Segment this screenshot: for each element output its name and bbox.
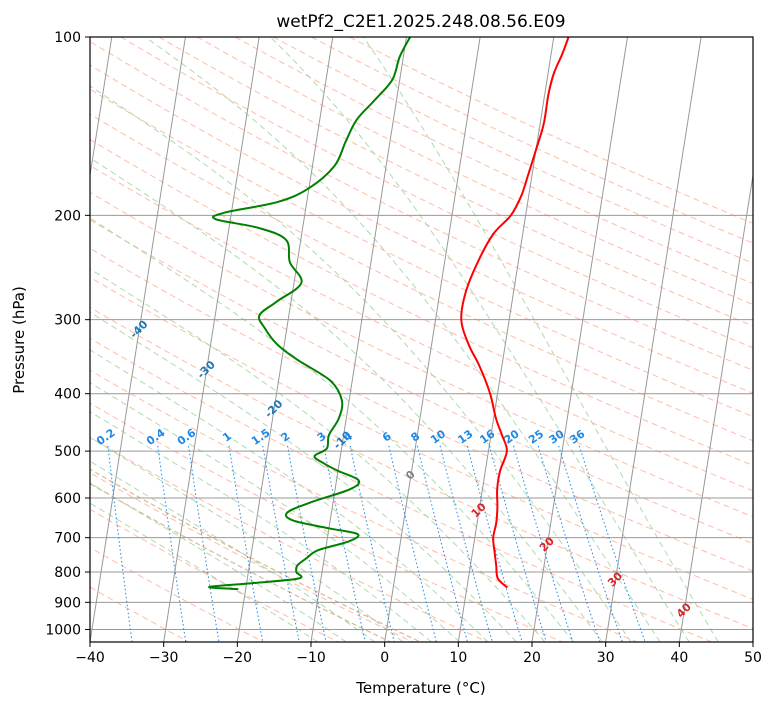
isotherm-line bbox=[310, 37, 407, 642]
mixing-ratio-line bbox=[107, 445, 133, 642]
moist-adiabat-line bbox=[90, 460, 376, 642]
isotherm-line bbox=[90, 37, 113, 179]
dry-adiabat-line bbox=[90, 219, 753, 545]
moist-adiabat-line bbox=[90, 436, 404, 642]
y-tick-label: 100 bbox=[54, 30, 81, 46]
isotherm-line bbox=[384, 37, 481, 642]
mixing-ratio-line bbox=[388, 445, 437, 642]
mixing-ratio-line bbox=[439, 445, 493, 642]
moist-adiabat-line bbox=[90, 382, 461, 642]
dry-adiabat-line bbox=[90, 436, 488, 642]
moist-adiabat-line bbox=[90, 349, 489, 642]
isotherm-line bbox=[457, 37, 555, 642]
mixing-ratio-line bbox=[228, 445, 264, 642]
dry-adiabat-line bbox=[90, 113, 753, 442]
temperature-profile-line bbox=[460, 37, 570, 589]
y-tick-label: 1000 bbox=[45, 622, 81, 638]
mixing-ratio-line bbox=[513, 445, 574, 642]
isotherm-line bbox=[163, 37, 260, 642]
isobars bbox=[90, 37, 753, 630]
mixing-ratio-line bbox=[488, 445, 547, 642]
moist-adiabat-line bbox=[90, 482, 347, 642]
mixing-ratio-line bbox=[537, 445, 601, 642]
moist-adiabat-line bbox=[90, 157, 603, 642]
x-tick-label: −40 bbox=[75, 650, 105, 666]
x-axis: −40 −30 −20 −10 0 10 20 30 40 50 bbox=[75, 642, 762, 666]
isotherm-line bbox=[90, 37, 186, 642]
y-tick-label: 400 bbox=[54, 387, 81, 403]
x-tick-label: 10 bbox=[449, 650, 467, 666]
dewpoint-profile-line bbox=[208, 37, 411, 591]
dry-adiabat-line bbox=[90, 191, 753, 518]
dry-adiabat-line bbox=[90, 88, 753, 418]
moist-adiabat-line bbox=[144, 37, 661, 642]
y-tick-label: 500 bbox=[54, 444, 81, 460]
isotherms bbox=[90, 37, 753, 642]
moist-adiabat-line bbox=[90, 268, 546, 642]
mixing-ratio-lines bbox=[107, 445, 646, 642]
chart-title: wetPf2_C2E1.2025.248.08.56.E09 bbox=[276, 12, 565, 32]
moist-adiabats bbox=[90, 37, 719, 642]
isotherm-line bbox=[236, 37, 334, 642]
moist-adiabat-line bbox=[362, 37, 719, 642]
mixing-ratio-line bbox=[157, 445, 187, 642]
reference-curve-line bbox=[90, 482, 391, 642]
sounding-series bbox=[208, 37, 570, 591]
dry-adiabat-line bbox=[120, 37, 753, 349]
dry-adiabats bbox=[90, 37, 753, 642]
moist-adiabat-line bbox=[270, 37, 690, 642]
plot-frame bbox=[89, 36, 754, 643]
x-tick-label: 30 bbox=[597, 650, 615, 666]
y-tick-label: 700 bbox=[54, 531, 81, 547]
plot-area: -100-90-80-70-60-50-40-30-20-10010203040… bbox=[90, 37, 753, 642]
dry-adiabat-line bbox=[90, 40, 753, 371]
mixing-ratio-line bbox=[466, 445, 523, 642]
isotherm-line bbox=[678, 171, 753, 642]
y-axis: 100 200 300 400 500 600 700 800 900 1000 bbox=[45, 30, 90, 638]
isotherm-line bbox=[531, 37, 628, 642]
y-tick-label: 600 bbox=[54, 491, 81, 507]
y-axis-title: Pressure (hPa) bbox=[10, 286, 28, 394]
dry-adiabat-line bbox=[90, 138, 753, 467]
mixing-ratio-line bbox=[578, 445, 646, 642]
dry-adiabat-line bbox=[90, 164, 753, 492]
x-tick-label: −30 bbox=[149, 650, 179, 666]
y-tick-label: 900 bbox=[54, 595, 81, 611]
x-tick-label: −10 bbox=[296, 650, 326, 666]
mixing-ratio-line bbox=[349, 445, 395, 642]
x-tick-label: 50 bbox=[744, 650, 762, 666]
dry-adiabat-line bbox=[90, 276, 753, 601]
dry-adiabat-line bbox=[90, 64, 753, 394]
dry-adiabat-line bbox=[90, 402, 563, 642]
y-tick-label: 200 bbox=[54, 208, 81, 224]
moist-adiabat-line bbox=[90, 217, 574, 642]
moist-adiabat-line bbox=[90, 85, 632, 642]
x-axis-title: Temperature (°C) bbox=[355, 679, 485, 697]
x-tick-label: 0 bbox=[380, 650, 389, 666]
dry-adiabat-line bbox=[90, 546, 264, 642]
dry-adiabat-line bbox=[90, 586, 190, 642]
x-tick-label: −20 bbox=[223, 650, 253, 666]
x-tick-label: 40 bbox=[670, 650, 688, 666]
x-tick-label: 20 bbox=[523, 650, 541, 666]
mixing-ratio-line bbox=[558, 445, 623, 642]
mixing-ratio-line bbox=[188, 445, 220, 642]
y-tick-label: 300 bbox=[54, 313, 81, 329]
dry-adiabat-line bbox=[90, 306, 753, 630]
isotherm-line bbox=[605, 37, 702, 642]
surface-reference-curve bbox=[90, 468, 421, 642]
y-tick-label: 800 bbox=[54, 565, 81, 581]
